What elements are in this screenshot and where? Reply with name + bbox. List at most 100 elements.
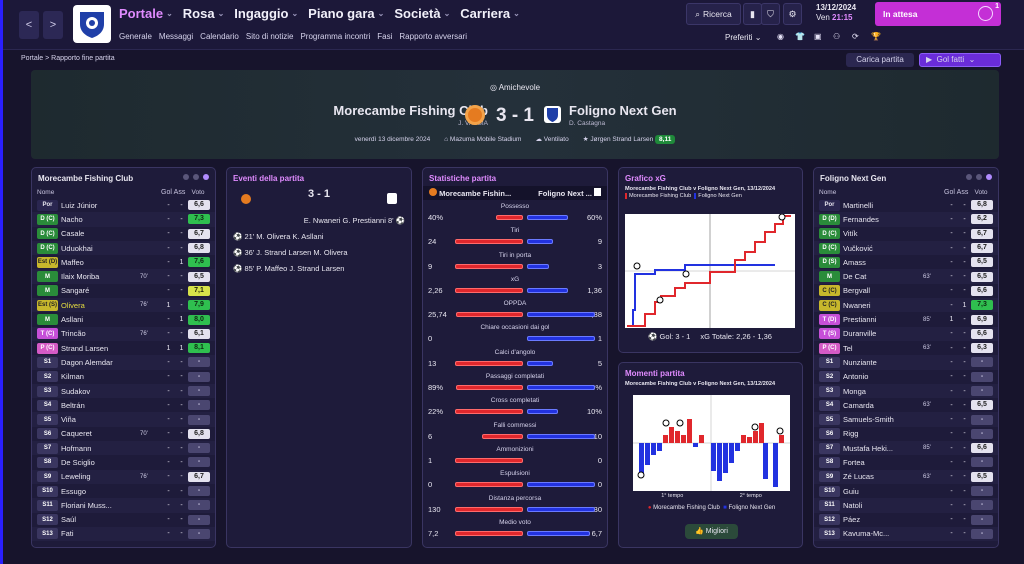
menu-piano-gara[interactable]: Piano gara ⌄ (308, 6, 384, 21)
submenu-item[interactable]: Fasi (377, 32, 393, 41)
player-row[interactable]: S13 Fati - - - (32, 526, 215, 542)
player-row[interactable]: M Ilaix Moriba 70' - -6,5 (32, 269, 215, 284)
player-row[interactable]: D (D) Fernandes - -6,2 (814, 212, 998, 227)
away-team-name[interactable]: Foligno Next Gen (569, 103, 677, 118)
player-row[interactable]: D (C) Vučković - -6,7 (814, 240, 998, 256)
player-row[interactable]: T (S) Duranville - -6,6 (814, 326, 998, 341)
player-row[interactable]: S10 Guiu - - - (814, 484, 998, 498)
player-goals: - (950, 287, 953, 295)
player-row[interactable]: Est (S) Olivera 76' 1 -7,9 (32, 298, 215, 313)
trophy-icon[interactable]: 🏆 (871, 32, 881, 41)
player-row[interactable]: S12 Páez - - - (814, 513, 998, 527)
submenu-item[interactable]: Sito di notizie (245, 32, 294, 41)
player-row[interactable]: S4 Beltrán - - - (32, 398, 215, 412)
menu-rosa[interactable]: Rosa ⌄ (183, 6, 225, 21)
player-row[interactable]: S6 Caqueret 70' - -6,8 (32, 427, 215, 441)
player-row[interactable]: C (C) Nwaneri - 1 7,3 (814, 298, 998, 313)
player-row[interactable]: M De Cat 63' - -6,5 (814, 269, 998, 284)
player-goals: - (167, 358, 170, 366)
player-row[interactable]: S4 Camarda 63' - -6,5 (814, 398, 998, 412)
shirt-icon[interactable]: 👕 (795, 32, 805, 41)
submenu-item[interactable]: Programma incontri (300, 32, 371, 41)
goals-dropdown[interactable]: ▶ Gol fatti ⌄ (919, 53, 1001, 67)
submenu-item[interactable]: Generale (119, 32, 152, 41)
player-row[interactable]: S2 Kilman - - - (32, 370, 215, 384)
player-row[interactable]: S10 Essugo - - - (32, 484, 215, 498)
gear-icon[interactable]: ⚙ (783, 3, 802, 25)
event-item[interactable]: ⚽ 36' J. Strand Larsen M. Olivera (233, 248, 348, 257)
player-row[interactable]: Por Martinelli - -6,8 (814, 198, 998, 212)
player-row[interactable]: S3 Monga - - - (814, 383, 998, 399)
player-row[interactable]: D (C) Vitík - -6,7 (814, 227, 998, 241)
load-match-button[interactable]: Carica partita (846, 53, 914, 67)
stat-away-value: 130 (589, 504, 602, 514)
player-row[interactable]: S11 Natoli - - - (814, 498, 998, 513)
player-row[interactable]: D (C) Uduokhai - -6,8 (32, 240, 215, 256)
club-crest-icon[interactable] (73, 5, 111, 43)
player-row[interactable]: P (C) Strand Larsen 1 1 8,1 (32, 341, 215, 355)
stat-label: OPPDA (503, 300, 527, 308)
people-icon[interactable]: ⚇ (833, 32, 841, 41)
player-row[interactable]: S6 Rigg - - - (814, 427, 998, 441)
player-row[interactable]: Por Luiz Júnior - -6,6 (32, 198, 215, 212)
continue-button[interactable]: In attesa 1 (875, 2, 1001, 26)
player-row[interactable]: S5 Viña - - - (32, 412, 215, 427)
player-row[interactable]: D (S) Amass - -6,5 (814, 255, 998, 269)
player-row[interactable]: P (C) Tel 63' - -6,3 (814, 341, 998, 355)
player-row[interactable]: S3 Sudakov - - - (32, 383, 215, 399)
best-button[interactable]: 👍 Migliori (685, 524, 738, 539)
player-assists: - (180, 444, 183, 452)
xg-subtitle: Morecambe Fishing Club v Foligno Next Ge… (625, 186, 776, 192)
breadcrumb[interactable]: Portale > Rapporto fine partita (21, 55, 115, 62)
player-row[interactable]: D (C) Nacho - -7,3 (32, 212, 215, 227)
player-row[interactable]: S9 Zé Lucas 63' - -6,5 (814, 469, 998, 484)
bookmark-icon[interactable]: ▮ (743, 3, 762, 25)
panel-tabs[interactable] (966, 174, 992, 180)
player-rating: - (188, 357, 210, 368)
player-row[interactable]: C (C) Bergvall - -6,6 (814, 284, 998, 298)
shield-icon[interactable]: ⛉ (761, 3, 780, 25)
player-row[interactable]: S2 Antonio - - - (814, 370, 998, 384)
player-row[interactable]: S8 Fortea - - - (814, 455, 998, 469)
panel-tabs[interactable] (183, 174, 209, 180)
player-row[interactable]: S9 Leweling 76' - -6,7 (32, 469, 215, 484)
submenu-item[interactable]: Calendario (200, 32, 239, 41)
player-row[interactable]: S8 De Sciglio - - - (32, 455, 215, 469)
event-item[interactable]: ⚽ 85' P. Maffeo J. Strand Larsen (233, 264, 345, 273)
player-row[interactable]: M Sangaré - -7,1 (32, 284, 215, 298)
player-row[interactable]: S1 Dagon Alemdar - - - (32, 355, 215, 370)
player-row[interactable]: S12 Saúl - - - (32, 513, 215, 527)
clipboard-icon[interactable]: ▣ (814, 32, 822, 41)
inbox-icon[interactable]: ◉ (777, 32, 784, 41)
player-row[interactable]: S7 Mustafa Heki... 85' - -6,6 (814, 441, 998, 456)
player-row[interactable]: T (D) Prestianni 85' 1 -6,9 (814, 312, 998, 326)
search-button[interactable]: ⌕ Ricerca (686, 3, 741, 25)
submenu-item[interactable]: Rapporto avversari (399, 32, 467, 41)
player-row[interactable]: S7 Hofmann - - - (32, 441, 215, 456)
event-item[interactable]: E. Nwaneri G. Prestianni 8' ⚽ (303, 216, 405, 225)
player-rating: - (188, 371, 210, 382)
position-badge: M (37, 314, 58, 326)
menu-carriera[interactable]: Carriera ⌄ (460, 6, 520, 21)
player-row[interactable]: S1 Nunziante - - - (814, 355, 998, 370)
stat-away-value: 1 (597, 334, 602, 344)
submenu-item[interactable]: Messaggi (158, 32, 194, 41)
player-row[interactable]: S13 Kavuma-Mc... - - - (814, 526, 998, 542)
player-row[interactable]: M Asllani - 1 8,0 (32, 312, 215, 326)
back-button[interactable]: < (19, 11, 39, 39)
menu-società[interactable]: Società ⌄ (394, 6, 450, 21)
event-item[interactable]: ⚽ 21' M. Olivera K. Asllani (233, 232, 324, 241)
player-row[interactable]: Est (D) Maffeo - 1 7,6 (32, 255, 215, 269)
refresh-icon[interactable]: ⟳ (852, 32, 859, 41)
player-row[interactable]: S5 Samuels-Smith - - - (814, 412, 998, 427)
player-of-match[interactable]: ★ Jørgen Strand Larsen 8,11 (583, 135, 676, 144)
menu-portale[interactable]: Portale ⌄ (119, 6, 173, 21)
favorites-dropdown[interactable]: Preferiti ⌄ (725, 33, 762, 42)
home-team-name[interactable]: Morecambe Fishing Club (333, 103, 488, 118)
player-row[interactable]: D (C) Casale - -6,7 (32, 227, 215, 241)
player-row[interactable]: S11 Floriani Muss... - - - (32, 498, 215, 513)
player-row[interactable]: T (C) Trincão 76' - -6,1 (32, 326, 215, 341)
menu-ingaggio[interactable]: Ingaggio ⌄ (234, 6, 298, 21)
forward-button[interactable]: > (43, 11, 63, 39)
events-panel: Eventi della partita 3 - 1 E. Nwaneri G.… (226, 167, 412, 548)
